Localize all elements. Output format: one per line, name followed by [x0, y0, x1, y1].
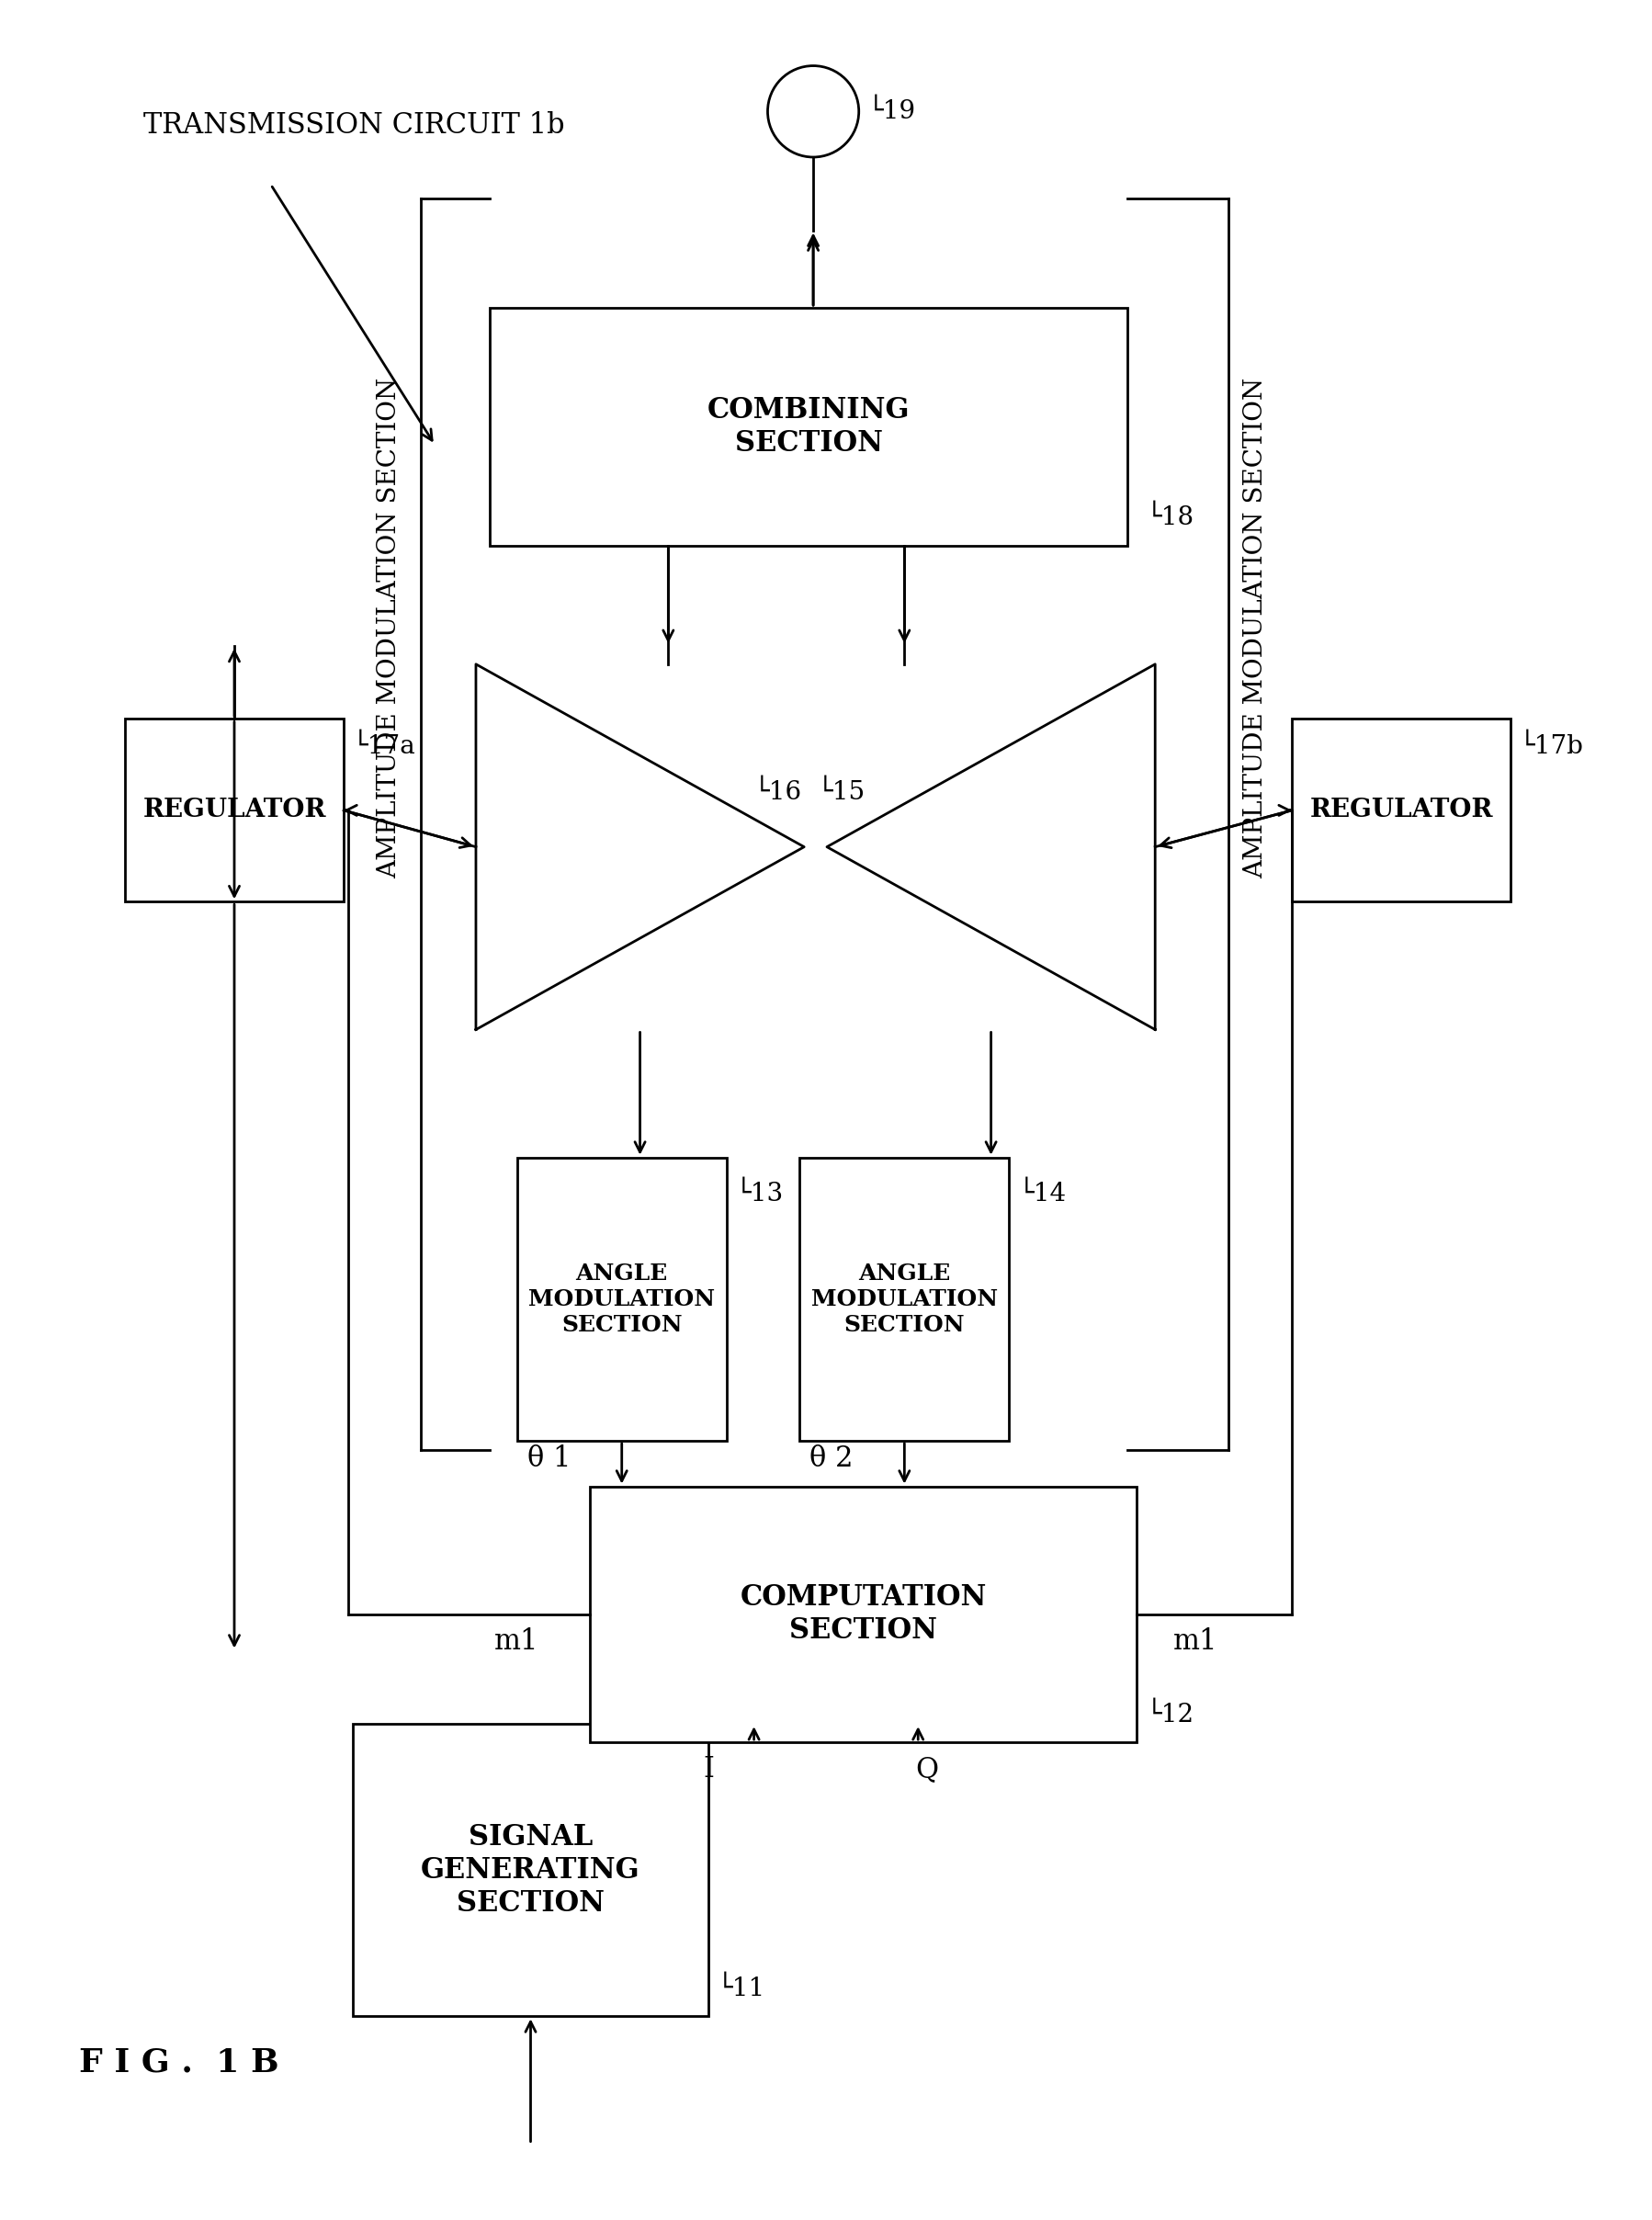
- Text: └19: └19: [867, 100, 915, 124]
- Text: REGULATOR: REGULATOR: [142, 797, 325, 824]
- Text: AMPLITUDE MODULATION SECTION: AMPLITUDE MODULATION SECTION: [1242, 377, 1267, 879]
- Text: θ 1: θ 1: [527, 1445, 570, 1474]
- Text: └15: └15: [818, 779, 866, 804]
- Text: F I G .  1 B: F I G . 1 B: [79, 2047, 279, 2078]
- Bar: [126, 719, 344, 901]
- Text: COMPUTATION
SECTION: COMPUTATION SECTION: [740, 1583, 986, 1645]
- Text: COMBINING
SECTION: COMBINING SECTION: [707, 395, 910, 457]
- Text: └18: └18: [1145, 506, 1193, 531]
- Text: └13: └13: [735, 1181, 783, 1205]
- Text: TRANSMISSION CIRCUIT 1b: TRANSMISSION CIRCUIT 1b: [144, 111, 565, 140]
- Text: └14: └14: [1018, 1181, 1066, 1205]
- Text: AMPLITUDE MODULATION SECTION: AMPLITUDE MODULATION SECTION: [377, 377, 401, 879]
- Text: └16: └16: [753, 779, 801, 804]
- Text: m1: m1: [1173, 1627, 1218, 1656]
- Text: I: I: [702, 1756, 714, 1785]
- Text: SIGNAL
GENERATING
SECTION: SIGNAL GENERATING SECTION: [421, 1823, 639, 1918]
- Text: └12: └12: [1145, 1703, 1193, 1727]
- Bar: [590, 1487, 1137, 1743]
- Text: ANGLE
MODULATION
SECTION: ANGLE MODULATION SECTION: [529, 1263, 715, 1336]
- Bar: [517, 1157, 727, 1441]
- Bar: [489, 309, 1127, 546]
- Text: └17b: └17b: [1518, 735, 1583, 759]
- Text: REGULATOR: REGULATOR: [1308, 797, 1492, 824]
- Text: └17a: └17a: [352, 735, 416, 759]
- Text: θ 2: θ 2: [809, 1445, 852, 1474]
- Text: Q: Q: [915, 1756, 938, 1785]
- Text: ANGLE
MODULATION
SECTION: ANGLE MODULATION SECTION: [811, 1263, 998, 1336]
- Bar: [800, 1157, 1009, 1441]
- Text: m1: m1: [494, 1627, 539, 1656]
- Bar: [1292, 719, 1510, 901]
- Bar: [352, 1725, 709, 2016]
- Text: └11: └11: [717, 1976, 765, 2000]
